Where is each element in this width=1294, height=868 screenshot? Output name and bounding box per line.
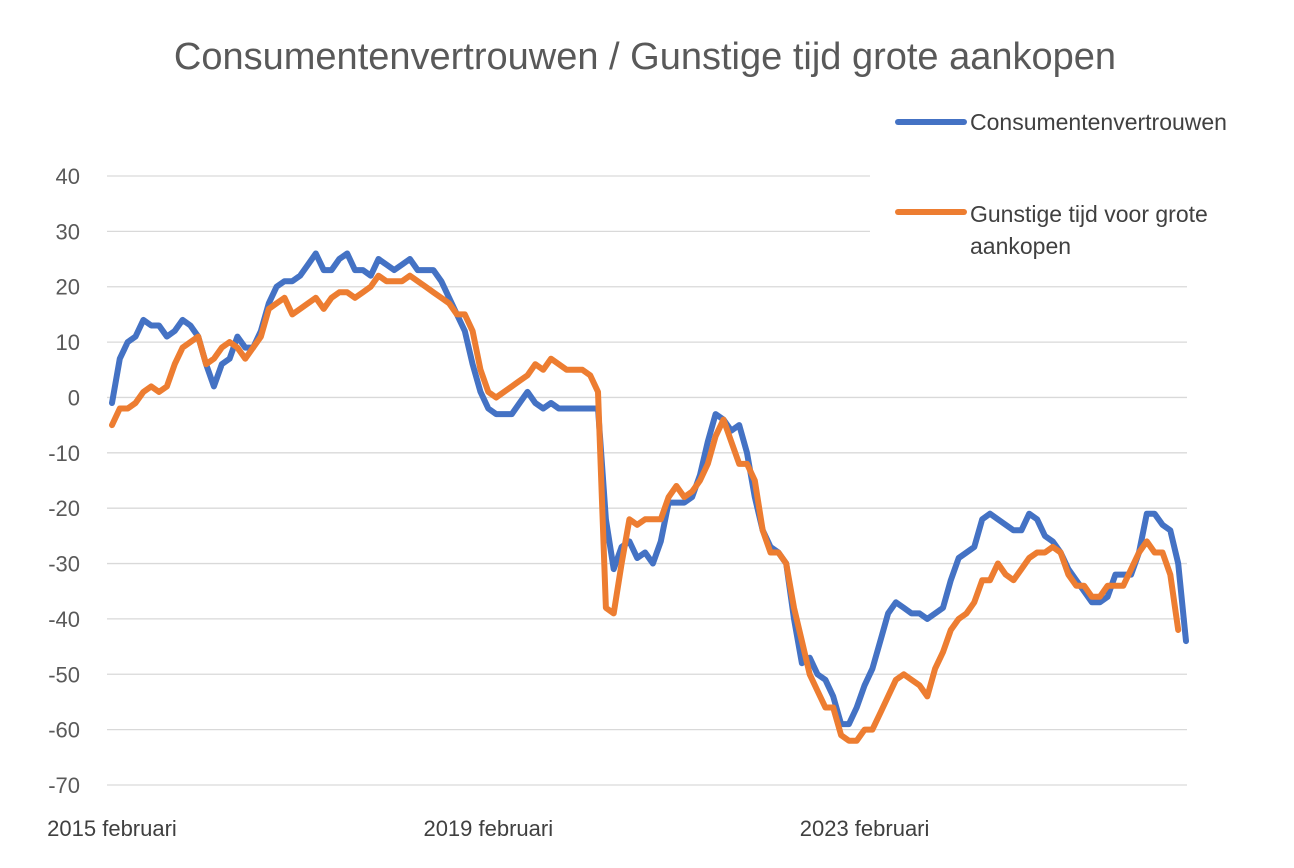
y-tick-label: 20: [56, 275, 80, 300]
gridlines: [107, 175, 1187, 786]
x-tick-label: 2015 februari: [47, 816, 177, 841]
series-lines: [109, 250, 1189, 744]
y-tick-label: 40: [56, 164, 80, 189]
chart-title: Consumentenvertrouwen / Gunstige tijd gr…: [173, 36, 1117, 78]
y-tick-label: -50: [48, 662, 80, 687]
y-axis-tick-labels: 40 30 20 10 0 -10 -20 -30 -40 -50 -60 -70: [48, 164, 80, 798]
series-line-gunstige-tijd: [109, 272, 1182, 744]
x-tick-label: 2019 februari: [423, 816, 553, 841]
y-tick-label: -40: [48, 607, 80, 632]
y-tick-label: 30: [56, 219, 80, 244]
legend-swatch-gunstige-tijd: [895, 209, 967, 215]
y-tick-label: -10: [48, 441, 80, 466]
legend-label-consumentenvertrouwen: Consumentenvertrouwen: [970, 109, 1227, 135]
y-tick-label: -70: [48, 773, 80, 798]
legend-label-gunstige-tijd: Gunstige tijd voor grote aankopen: [970, 201, 1208, 259]
x-tick-label: 2023 februari: [800, 816, 930, 841]
x-axis-tick-labels: 2015 februari 2019 februari 2023 februari: [47, 816, 929, 841]
legend-swatch-consumentenvertrouwen: [895, 119, 967, 125]
y-tick-label: -20: [48, 496, 80, 521]
y-tick-label: 10: [56, 330, 80, 355]
y-tick-label: -60: [48, 718, 80, 743]
series-line-consumentenvertrouwen: [109, 250, 1189, 728]
y-tick-label: -30: [48, 552, 80, 577]
y-tick-label: 0: [68, 385, 80, 410]
